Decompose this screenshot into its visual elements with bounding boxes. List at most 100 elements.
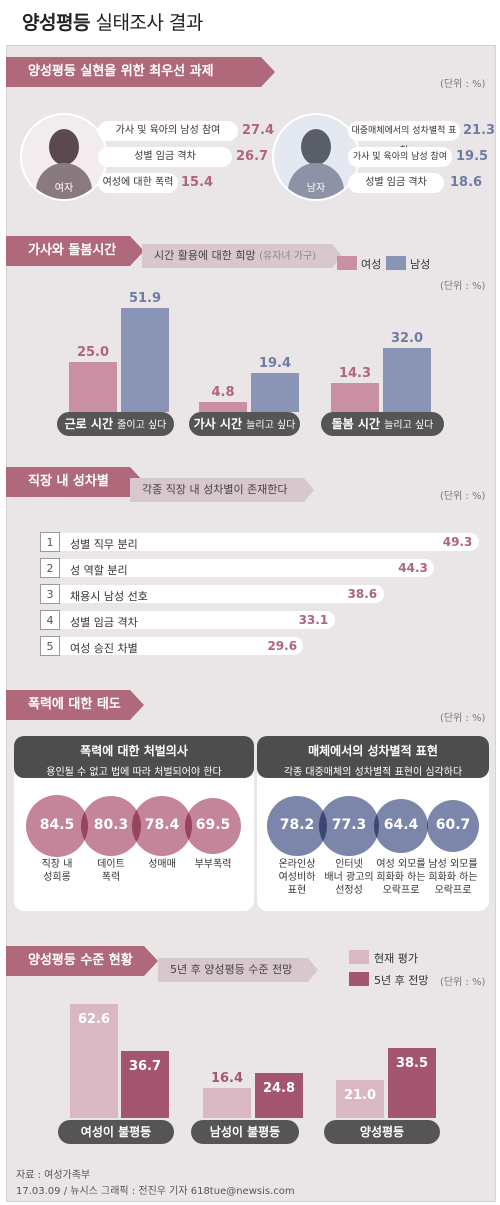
- s4-left-circle-value: 80.3: [93, 817, 129, 833]
- s5-group-label: 여성이 불평등: [58, 1120, 174, 1144]
- s2-group-label-sub: 늘리고 싶다: [384, 420, 434, 431]
- s5-unit: (단위 : %): [440, 977, 486, 988]
- s3-bar-value: 38.6: [347, 587, 378, 601]
- s4-left-circle-value: 69.5: [195, 817, 231, 833]
- s2-bar-male: [121, 308, 169, 412]
- s4-right-circle-value: 78.2: [279, 817, 315, 833]
- s2-subtitle-note: (유자녀 가구): [259, 251, 317, 262]
- s3-bar-label: 성별 임금 격차: [70, 616, 138, 629]
- female-head-icon: [49, 129, 79, 165]
- legend-future-swatch: [349, 972, 369, 986]
- s2-group-label: 돌봄 시간 늘리고 싶다: [321, 412, 444, 436]
- s5-bar-future-label: 36.7: [128, 1059, 162, 1075]
- s1-male-item-label: 대중매체에서의 성차별적 표현: [348, 121, 460, 156]
- s3-bar-value: 44.3: [398, 561, 428, 575]
- s1-unit: (단위 : %): [440, 79, 486, 90]
- female-label: 여자: [54, 183, 74, 194]
- s3-bar-value: 49.3: [442, 535, 473, 549]
- s2-subtitle: 시간 활용에 대한 희망 (유자녀 가구): [142, 244, 343, 268]
- s3-bar-value: 33.1: [298, 613, 329, 627]
- male-head-icon: [301, 129, 331, 165]
- s5-bar-future: [388, 1047, 436, 1118]
- s4-right-panel-header: 매체에서의 성차별적 표현 각종 대중매체의 성차별적 표현이 심각하다: [257, 736, 489, 778]
- s5-bar-current-label: 21.0: [343, 1087, 377, 1103]
- female-avatar: 여자: [20, 113, 108, 201]
- s2-bar-female-label: 4.8: [211, 385, 235, 401]
- s2-group-label-text: 돌봄 시간: [331, 417, 380, 431]
- s1-female-item-value: 27.4: [242, 123, 275, 138]
- s4-left-circle-value: 84.5: [39, 817, 75, 833]
- s1-ribbon: 양성평등 실현을 위한 최우선 과제: [6, 57, 275, 87]
- s3-bar-label: 여성 승진 차별: [70, 642, 138, 655]
- legend-male-swatch: [386, 256, 406, 270]
- s4-right-title: 매체에서의 성차별적 표현: [308, 744, 438, 758]
- legend-male-label: 남성: [410, 258, 431, 271]
- s4-unit: (단위 : %): [440, 713, 486, 724]
- s4-left-circle: [132, 796, 192, 856]
- s4-right-circle: [319, 796, 379, 856]
- page-title-rest: 실태조사 결과: [95, 12, 203, 34]
- s1-male-item-value: 19.5: [456, 149, 489, 164]
- s4-left-circle-value: 78.4: [144, 817, 180, 833]
- s4-right-circle: [373, 798, 429, 854]
- s4-right-circle-value: 60.7: [435, 817, 471, 833]
- s4-right-circle-value: 77.3: [331, 817, 367, 833]
- s2-bar-male-label: 19.4: [258, 356, 292, 372]
- s5-group-label: 양성평등: [324, 1120, 440, 1144]
- s4-right-circle-label: 여성 외모를 희화화 하는 오락프로: [376, 859, 426, 896]
- s3-rank-number: 4: [40, 610, 60, 630]
- legend-current-swatch: [349, 950, 369, 964]
- s2-bar-female-label: 14.3: [338, 366, 372, 382]
- s3-subtitle: 각종 직장 내 성차별이 존재한다: [130, 478, 314, 502]
- legend-female-label: 여성: [361, 258, 382, 271]
- s4-left-circle-label: 직장 내 성희롱: [41, 859, 73, 883]
- s4-left-panel-header: 폭력에 대한 처벌의사 용인될 수 없고 법에 따라 처벌되어야 한다: [14, 736, 254, 778]
- s4-right-subtitle: 각종 대중매체의 성차별적 표현이 심각하다: [283, 767, 463, 778]
- s4-left-circle-label: 성매매: [148, 859, 176, 870]
- s4-ribbon: 폭력에 대한 태도: [6, 690, 144, 720]
- s3-unit: (단위 : %): [440, 491, 486, 502]
- s1-female-item-label: 가사 및 육아의 남성 참여: [98, 121, 238, 141]
- s1-female-item-label: 여성에 대한 폭력: [98, 173, 178, 193]
- s1-male-item-value: 18.6: [450, 175, 483, 190]
- s2-bar-male: [383, 348, 431, 412]
- s3-bar: [40, 585, 384, 603]
- s5-bar-current: [336, 1079, 384, 1118]
- s5-group-label: 남성이 불평등: [191, 1120, 299, 1144]
- s2-group-label-text: 가사 시간: [193, 417, 242, 431]
- male-avatar: 남자: [272, 113, 360, 201]
- s4-right-circle-label: 남성 외모를 희화화 하는 오락프로: [428, 859, 478, 896]
- s3-bar: [40, 637, 304, 655]
- s2-bar-male: [251, 373, 299, 412]
- s1-female-item-value: 15.4: [181, 175, 214, 190]
- s1-female-item-value: 26.7: [236, 149, 269, 164]
- s3-bar: [40, 533, 479, 551]
- s2-group-label: 가사 시간 늘리고 싶다: [189, 412, 300, 436]
- s3-bar-label: 성 역할 분리: [70, 564, 128, 577]
- s3-rank-number: 2: [40, 558, 60, 578]
- s3-bar: [40, 611, 335, 629]
- s1-male-item-label: 성별 임금 격차: [348, 173, 444, 193]
- s3-rank-number: 3: [40, 584, 60, 604]
- page-title: 양성평등 실태조사 결과: [22, 8, 203, 35]
- s2-group-label-text: 근로 시간: [64, 417, 113, 431]
- s2-bar-female: [331, 383, 379, 412]
- s2-group-label-sub: 늘리고 싶다: [246, 420, 296, 431]
- legend-female-swatch: [337, 256, 357, 270]
- s5-subtitle: 5년 후 양성평등 수준 전망: [158, 958, 319, 982]
- s4-right-circle-label: 온라인상 여성비하 표현: [278, 859, 316, 896]
- s2-group-label-sub: 줄이고 싶다: [117, 420, 167, 431]
- s2-unit: (단위 : %): [440, 281, 486, 292]
- s5-bar-future-label: 24.8: [262, 1080, 296, 1096]
- s4-right-circle-value: 64.4: [383, 817, 419, 833]
- source-note: 자료 : 여성가족부: [16, 1170, 91, 1181]
- legend-current-label: 현재 평가: [374, 952, 418, 965]
- s2-group-label: 근로 시간 줄이고 싶다: [57, 412, 174, 436]
- s2-bar-male-label: 51.9: [128, 291, 162, 307]
- s2-bar-male-label: 32.0: [390, 331, 424, 346]
- page-title-bold: 양성평등: [22, 12, 90, 34]
- credit-line: 17.03.09 / 뉴시스 그래픽 : 전진우 기자 618tue@newsi…: [16, 1186, 295, 1197]
- s5-bar-current: [70, 1004, 118, 1118]
- s1-male-item-label: 가사 및 육아의 남성 참여: [348, 147, 452, 167]
- s3-rank-number: 5: [40, 636, 60, 656]
